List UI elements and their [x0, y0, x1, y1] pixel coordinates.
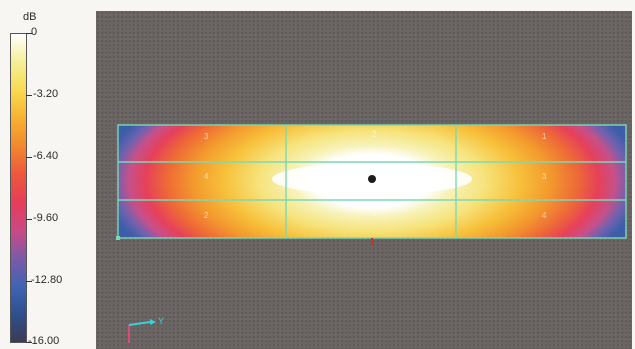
legend-tick-3: -9.60: [33, 212, 59, 224]
grid-corner-marker[interactable]: [116, 236, 120, 240]
legend-color-bar: [10, 33, 27, 343]
legend-tick-4: -12.80: [31, 274, 63, 286]
zone-label: 4: [542, 211, 547, 220]
zone-label: 3: [204, 132, 209, 141]
axis-y-label: Y: [158, 316, 164, 326]
heatmap-viewport[interactable]: 3 2 1 4 3 2 1 4 Y: [96, 11, 632, 349]
legend-tick-5: -16.00: [28, 335, 60, 347]
legend-tick-mark: [26, 157, 32, 158]
color-legend: dB 0 -3.20 -6.40 -9.60 -12.80 -16.00: [0, 0, 96, 349]
heatmap-canvas[interactable]: 3 2 1 4 3 2 1 4 Y: [96, 11, 632, 349]
zone-label: 1: [542, 132, 547, 141]
heat-field: [118, 125, 626, 238]
zone-label: 2: [372, 130, 377, 139]
legend-tick-mark: [26, 342, 32, 343]
legend-tick-mark: [26, 219, 32, 220]
zone-label: 4: [204, 172, 209, 181]
zone-label: 1: [372, 209, 377, 218]
legend-unit-label: dB: [23, 11, 37, 23]
legend-tick-mark: [26, 281, 32, 282]
legend-tick-2: -6.40: [33, 150, 59, 162]
legend-tick-0: 0: [31, 26, 38, 38]
zone-label: 3: [542, 172, 547, 181]
zone-label: 2: [204, 211, 209, 220]
source-point-marker[interactable]: [368, 175, 376, 183]
legend-tick-mark: [26, 95, 32, 96]
axis-triad: Y: [128, 316, 164, 343]
legend-tick-mark: [26, 33, 32, 34]
legend-tick-1: -3.20: [33, 88, 59, 100]
